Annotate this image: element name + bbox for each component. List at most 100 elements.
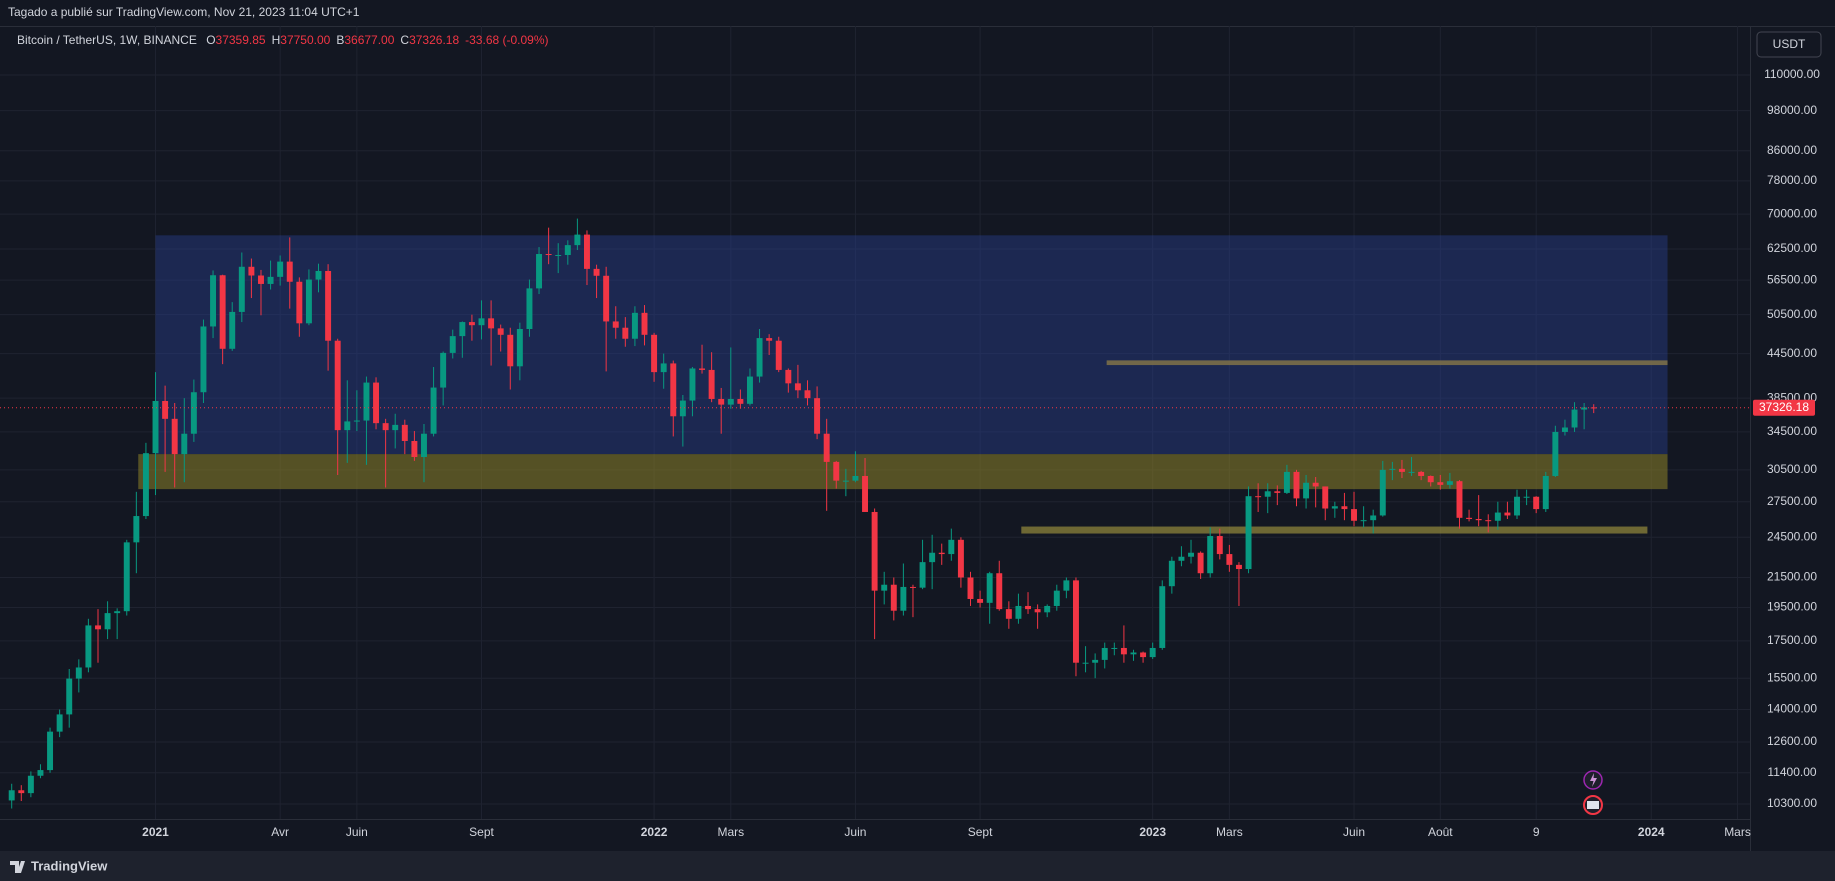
price-zone bbox=[155, 235, 1668, 455]
candle-body bbox=[593, 268, 600, 276]
y-tick-label: 12600.00 bbox=[1767, 734, 1817, 748]
candle-body bbox=[219, 275, 226, 349]
candle-body bbox=[1063, 580, 1070, 591]
candle-body bbox=[1188, 552, 1194, 557]
candle-body bbox=[900, 586, 907, 611]
candle-body bbox=[1408, 471, 1415, 473]
candle-body bbox=[1341, 506, 1348, 510]
header-text: Tagado a publié sur TradingView.com, Nov… bbox=[8, 5, 360, 19]
candle-body bbox=[18, 790, 25, 794]
candle-body bbox=[823, 433, 830, 462]
candle-body bbox=[1149, 647, 1156, 658]
footer-logo bbox=[10, 861, 25, 873]
y-tick-label: 11400.00 bbox=[1767, 765, 1816, 779]
candle-body bbox=[679, 400, 686, 417]
candle-body bbox=[277, 261, 284, 277]
candle-body bbox=[507, 334, 514, 367]
candle-body bbox=[1197, 552, 1204, 574]
candle-body bbox=[459, 322, 466, 337]
x-tick-label: Avr bbox=[271, 825, 289, 839]
price-zone bbox=[1021, 526, 1648, 534]
candle-body bbox=[190, 392, 197, 434]
candle-body bbox=[871, 511, 878, 591]
candle-body bbox=[248, 266, 255, 276]
candle-body bbox=[1082, 662, 1089, 664]
candle-body bbox=[1159, 586, 1166, 648]
event-icon-bolt bbox=[1590, 773, 1597, 787]
candle-body bbox=[660, 363, 667, 373]
candle-body bbox=[401, 424, 408, 441]
candle-body bbox=[8, 790, 15, 801]
candle-body bbox=[794, 383, 801, 391]
y-tick-label: 24500.00 bbox=[1767, 529, 1817, 543]
candle-body bbox=[468, 322, 475, 326]
candle-body bbox=[315, 270, 322, 280]
candle-body bbox=[670, 363, 677, 417]
candle-body bbox=[1571, 409, 1578, 428]
candle-body bbox=[814, 398, 821, 434]
candle-body bbox=[1418, 471, 1425, 476]
candle-body bbox=[1005, 609, 1012, 619]
candle-body bbox=[267, 276, 274, 284]
candle-body bbox=[258, 275, 264, 284]
candle-body bbox=[114, 611, 121, 614]
indicator-icons bbox=[1583, 770, 1603, 815]
candle-body bbox=[1533, 496, 1540, 510]
last-price-label: 37326.18 bbox=[1759, 400, 1809, 414]
y-tick-label: 10300.00 bbox=[1767, 796, 1817, 810]
candle-body bbox=[651, 334, 658, 373]
currency-label[interactable]: USDT bbox=[1773, 37, 1806, 51]
price-zone bbox=[138, 454, 1668, 490]
x-tick-label: Mars bbox=[1216, 825, 1243, 839]
x-tick-label: 2024 bbox=[1638, 825, 1665, 839]
legend-text: Bitcoin / TetherUS, 1W, BINANCE O37359.8… bbox=[17, 33, 549, 47]
candle-body bbox=[555, 255, 562, 257]
legend-title: Bitcoin / TetherUS, 1W, BINANCE bbox=[17, 33, 197, 47]
candle-body bbox=[1427, 475, 1434, 483]
candle-body bbox=[1514, 496, 1520, 516]
currency-button[interactable] bbox=[1756, 31, 1822, 58]
candle-body bbox=[1053, 590, 1060, 606]
candle-body bbox=[382, 423, 389, 431]
candle-body bbox=[708, 369, 715, 399]
candle-body bbox=[27, 775, 34, 794]
news-icon-flag bbox=[1587, 801, 1599, 809]
candle-body bbox=[1303, 482, 1310, 499]
candle-body bbox=[747, 376, 753, 404]
y-tick-label: 44500.00 bbox=[1767, 346, 1817, 360]
price-zone bbox=[1106, 360, 1668, 366]
y-tick-label: 70000.00 bbox=[1767, 206, 1817, 220]
legend-value: 36677.00 bbox=[344, 33, 394, 47]
candle-body bbox=[699, 368, 706, 370]
x-tick-label: 9 bbox=[1533, 825, 1540, 839]
candle-body bbox=[842, 480, 849, 482]
y-tick-label: 30500.00 bbox=[1767, 462, 1817, 476]
candle-body bbox=[862, 475, 869, 512]
candle-body bbox=[430, 387, 437, 434]
legend-key: B bbox=[336, 33, 344, 47]
candle-body bbox=[1235, 564, 1242, 570]
y-tick-label: 78000.00 bbox=[1767, 173, 1817, 187]
candle-body bbox=[1072, 580, 1079, 663]
candle-body bbox=[1466, 517, 1473, 519]
candle-body bbox=[1178, 556, 1185, 561]
candle-body bbox=[967, 577, 974, 599]
candle-body bbox=[1015, 605, 1022, 619]
candle-body bbox=[1168, 560, 1175, 587]
candle-body bbox=[373, 382, 380, 424]
candle-body bbox=[1398, 468, 1405, 472]
x-tick-label: Sept bbox=[469, 825, 494, 839]
candle-body bbox=[478, 318, 485, 326]
candle-body bbox=[1581, 407, 1588, 410]
candle-body bbox=[1130, 652, 1137, 655]
candle-body bbox=[47, 731, 54, 771]
candle-body bbox=[1446, 481, 1453, 485]
y-tick-label: 21500.00 bbox=[1767, 570, 1817, 584]
x-tick-label: Mars bbox=[1724, 825, 1751, 839]
candle-body bbox=[1264, 491, 1271, 497]
candle-body bbox=[1322, 486, 1329, 509]
candle-body bbox=[689, 368, 696, 401]
legend: Bitcoin / TetherUS, 1W, BINANCE O37359.8… bbox=[17, 33, 549, 47]
candle-body bbox=[229, 311, 236, 349]
candle-body bbox=[1485, 520, 1492, 522]
